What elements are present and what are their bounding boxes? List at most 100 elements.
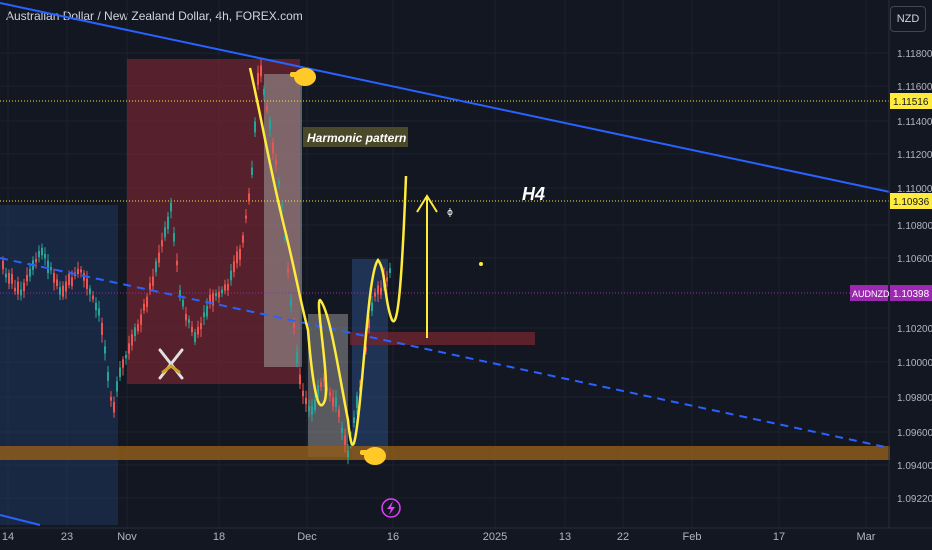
time-tick: Dec xyxy=(297,531,317,543)
candle-body xyxy=(194,332,196,343)
candle-body xyxy=(206,305,208,317)
currency-button[interactable]: NZD xyxy=(890,6,926,32)
symbol-tag-bg xyxy=(850,285,888,301)
candles xyxy=(2,58,391,465)
candle-body xyxy=(26,274,28,282)
candle-body xyxy=(170,202,172,212)
candle-body xyxy=(86,278,88,289)
candle-body xyxy=(41,247,43,256)
candle-body xyxy=(371,302,373,312)
time-tick: Feb xyxy=(683,531,702,543)
candle-body xyxy=(62,285,64,297)
candle-body xyxy=(305,397,307,405)
candle-body xyxy=(131,334,133,346)
candle-body xyxy=(251,167,253,175)
crossed-swords-hilt xyxy=(161,364,181,374)
candle-body xyxy=(179,290,181,298)
candle-body xyxy=(317,385,319,398)
candle-body xyxy=(239,248,241,260)
candle-body xyxy=(59,287,61,295)
candle-body xyxy=(203,312,205,318)
price-label-current: 1.10398 xyxy=(893,289,930,300)
price-tick: 1.10600 xyxy=(897,254,932,265)
price-label-level-upper: 1.11516 xyxy=(893,97,929,108)
price-tick: 1.10000 xyxy=(897,358,932,369)
candle-body xyxy=(302,390,304,397)
candle-body xyxy=(5,273,7,278)
price-tick: 1.10800 xyxy=(897,221,932,232)
target-dot xyxy=(479,262,483,266)
candle-body xyxy=(158,252,160,263)
candle-body xyxy=(11,273,13,284)
price-axis: 1.11800 1.11600 1.11400 1.11200 1.11000 1.108… xyxy=(897,49,932,505)
candle-body xyxy=(191,326,193,333)
price-tick: 1.11800 xyxy=(897,49,932,60)
blue-zone-left xyxy=(0,205,118,525)
trendline-lower-dashed xyxy=(0,257,891,449)
candle-body xyxy=(227,284,229,291)
harmonic-path xyxy=(248,67,408,446)
candle-body xyxy=(377,285,379,295)
candle-body xyxy=(236,251,238,264)
candle-body xyxy=(344,435,346,446)
candle-body xyxy=(149,283,151,290)
candle-body xyxy=(272,142,274,153)
pointing-hand-icon-bottom xyxy=(360,447,386,465)
candle-body xyxy=(104,346,106,354)
time-tick: 2025 xyxy=(483,531,507,543)
candle-body xyxy=(80,269,82,273)
candle-body xyxy=(257,72,259,85)
price-tick: 1.09400 xyxy=(897,461,932,472)
candle-body xyxy=(68,273,70,286)
candle-body xyxy=(17,281,19,295)
candle-body xyxy=(353,417,355,424)
candle-body xyxy=(152,276,154,286)
price-label-bg xyxy=(890,93,932,109)
candle-body xyxy=(53,272,55,283)
candle-body xyxy=(164,227,166,238)
candle-body xyxy=(335,397,337,407)
time-tick: 14 xyxy=(2,531,14,543)
candle-body xyxy=(314,399,316,411)
time-axis: 14 23 Nov 18 Dec 16 2025 13 22 Feb 17 Mar xyxy=(2,531,876,543)
projection-arrow-head xyxy=(416,194,438,213)
candle-body xyxy=(125,354,127,359)
candle-body xyxy=(338,409,340,417)
candle-body xyxy=(374,292,376,297)
candle-body xyxy=(329,392,331,397)
candle-body xyxy=(230,270,232,281)
pointing-hand-icon-top xyxy=(290,68,316,86)
candle-body xyxy=(176,260,178,266)
candle-body xyxy=(50,266,52,271)
candle-body xyxy=(320,382,322,387)
candle-body xyxy=(341,427,343,433)
candle-body xyxy=(14,287,16,292)
price-label-bg xyxy=(890,193,932,209)
time-tick: Mar xyxy=(857,531,876,543)
candle-body xyxy=(143,303,145,311)
candle-body xyxy=(35,258,37,263)
price-tick: 1.10200 xyxy=(897,324,932,335)
candle-body xyxy=(110,396,112,401)
candle-body xyxy=(20,289,22,296)
candle-body xyxy=(224,284,226,291)
time-tick: 17 xyxy=(773,531,785,543)
candle-body xyxy=(233,261,235,273)
price-tick: 1.09220 xyxy=(897,494,932,505)
candle-body xyxy=(173,233,175,242)
candle-body xyxy=(122,359,124,368)
candle-body xyxy=(119,367,121,378)
candle-body xyxy=(116,381,118,392)
candle-body xyxy=(323,377,325,382)
candle-body xyxy=(2,260,4,270)
candle-body xyxy=(107,372,109,381)
candle-body xyxy=(146,296,148,307)
candle-body xyxy=(209,294,211,304)
candle-body xyxy=(185,313,187,321)
candle-body xyxy=(188,319,190,323)
price-tick: 1.11600 xyxy=(897,82,932,93)
candle-body xyxy=(260,65,262,77)
candle-body xyxy=(356,395,358,408)
trendline-upper xyxy=(0,2,891,193)
